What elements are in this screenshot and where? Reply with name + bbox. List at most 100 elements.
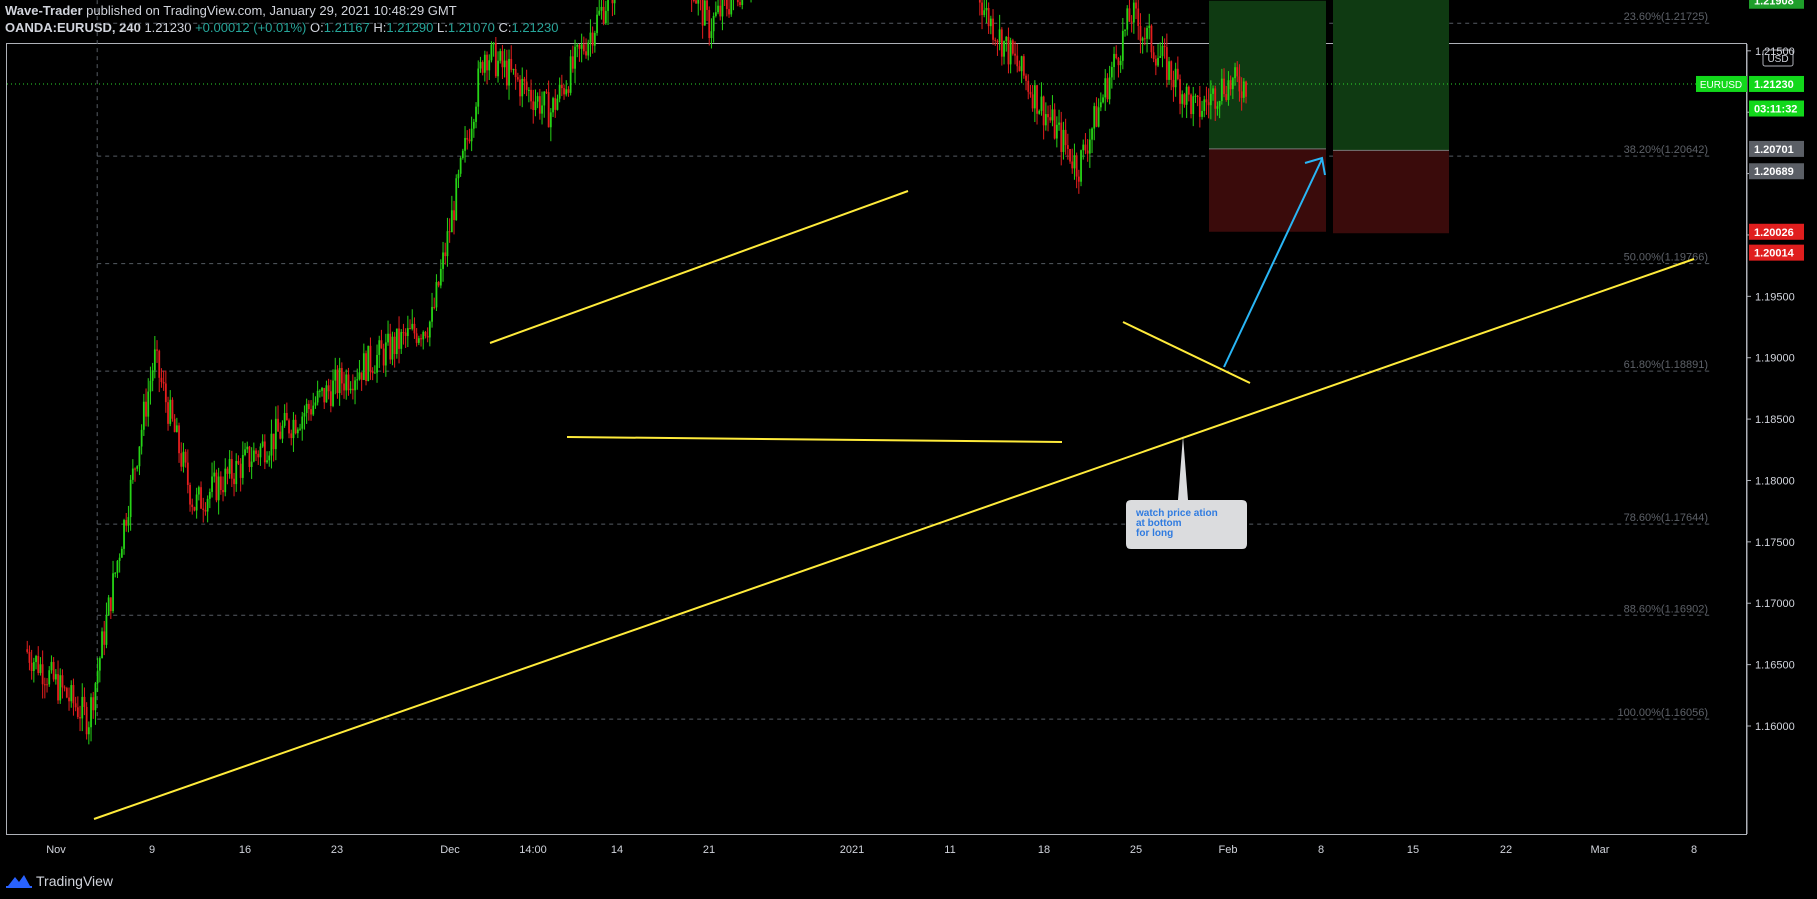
candle-body — [510, 58, 513, 70]
candle-body — [1185, 86, 1188, 105]
candle-body — [28, 651, 31, 663]
candle-body — [534, 101, 537, 111]
channel-upper-trendline — [489, 190, 909, 344]
candle-body — [246, 446, 249, 450]
candle-body — [343, 383, 345, 391]
candle-body — [387, 333, 389, 343]
candle-body — [523, 78, 526, 82]
candle-body — [560, 84, 563, 89]
candle-body — [90, 697, 92, 728]
candle-body — [1066, 145, 1069, 149]
candle-body — [1069, 148, 1071, 162]
candle-body — [1154, 58, 1157, 66]
target-zone-2 — [1333, 0, 1449, 151]
candle-body — [237, 460, 240, 464]
candle-body — [182, 451, 185, 467]
x-tick-label: 14:00 — [519, 844, 547, 856]
symbol[interactable]: OANDA:EURUSD, 240 — [5, 20, 141, 35]
currency-badge[interactable] — [1762, 49, 1794, 67]
candle-body — [233, 478, 235, 485]
candle-body — [1027, 80, 1030, 92]
candle-body — [382, 348, 385, 366]
candle-body — [125, 520, 128, 526]
candle-body — [611, 0, 614, 4]
candle-body — [464, 137, 466, 151]
candle-body — [1165, 47, 1168, 80]
candle-body — [402, 332, 405, 334]
candle-body — [1170, 61, 1173, 80]
candle-body — [532, 101, 535, 111]
y-tick-label: 1.18000 — [1755, 475, 1795, 487]
candle-body — [1238, 76, 1241, 92]
candle-body — [274, 418, 277, 450]
candle-body — [450, 210, 453, 233]
candle-body — [175, 425, 178, 433]
author-name[interactable]: Wave-Trader — [5, 3, 83, 18]
candle-body — [323, 387, 326, 403]
candle-body — [149, 380, 152, 392]
candle-body — [360, 372, 363, 380]
x-tick-label: 21 — [703, 844, 715, 856]
candle-body — [303, 413, 306, 417]
last-price-tag[interactable] — [1696, 75, 1747, 92]
open-label: O: — [310, 20, 324, 35]
fib-label: 78.60%(1.17644) — [1624, 512, 1708, 524]
price-label-box — [1749, 163, 1804, 180]
candle-body — [1075, 155, 1078, 177]
candle-body — [131, 468, 134, 480]
candle-body — [490, 44, 493, 61]
candle-body — [230, 459, 233, 479]
candle-body — [1009, 40, 1012, 65]
candle-body — [1051, 109, 1054, 121]
candle-body — [444, 252, 447, 257]
candle-body — [70, 685, 73, 702]
candle-body — [1240, 91, 1243, 98]
stop-zone-2 — [1333, 150, 1449, 234]
candle-body — [596, 14, 598, 33]
candle-body — [167, 402, 169, 424]
candle-body — [228, 459, 231, 474]
candle-body — [736, 0, 739, 3]
candle-body — [422, 331, 425, 340]
candle-body — [358, 372, 361, 380]
candle-body — [224, 468, 227, 493]
candle-body — [549, 112, 552, 128]
close-value: 1.21230 — [511, 20, 559, 35]
candle-body — [329, 391, 332, 406]
candle-body — [1192, 96, 1195, 115]
fib-label: 23.60%(1.21725) — [1624, 11, 1708, 23]
candle-body — [728, 9, 730, 15]
candle-body — [604, 10, 607, 24]
candle-body — [356, 379, 359, 381]
candle-body — [393, 336, 396, 355]
candle-body — [63, 687, 66, 689]
candle-body — [272, 433, 275, 450]
candle-body — [1157, 57, 1159, 66]
candle-body — [1152, 52, 1155, 59]
candle-body — [1005, 36, 1008, 41]
candle-body — [142, 401, 145, 430]
x-tick-label: 2021 — [840, 844, 864, 856]
tradingview-branding[interactable]: TradingView — [6, 873, 113, 889]
candle-body — [739, 2, 741, 6]
candle-body — [222, 490, 224, 493]
candle-body — [74, 703, 77, 708]
candle-body — [290, 433, 293, 439]
price-label: 1.21908 — [1754, 0, 1794, 8]
candle-body — [470, 128, 473, 142]
x-tick-label: Feb — [1219, 844, 1238, 856]
candle-body — [116, 560, 119, 573]
candle-body — [1201, 110, 1203, 117]
candle-body — [556, 98, 559, 110]
channel-lower-trendline — [566, 436, 1063, 443]
candle-body — [461, 150, 464, 158]
candle-body — [1141, 38, 1144, 41]
candle-body — [1227, 80, 1230, 100]
candle-body — [1108, 77, 1111, 100]
candle-body — [365, 353, 367, 382]
candle-body — [79, 717, 81, 719]
candle-body — [721, 0, 724, 17]
x-tick-label: 9 — [149, 844, 155, 856]
open-value: 1.21167 — [323, 20, 370, 35]
